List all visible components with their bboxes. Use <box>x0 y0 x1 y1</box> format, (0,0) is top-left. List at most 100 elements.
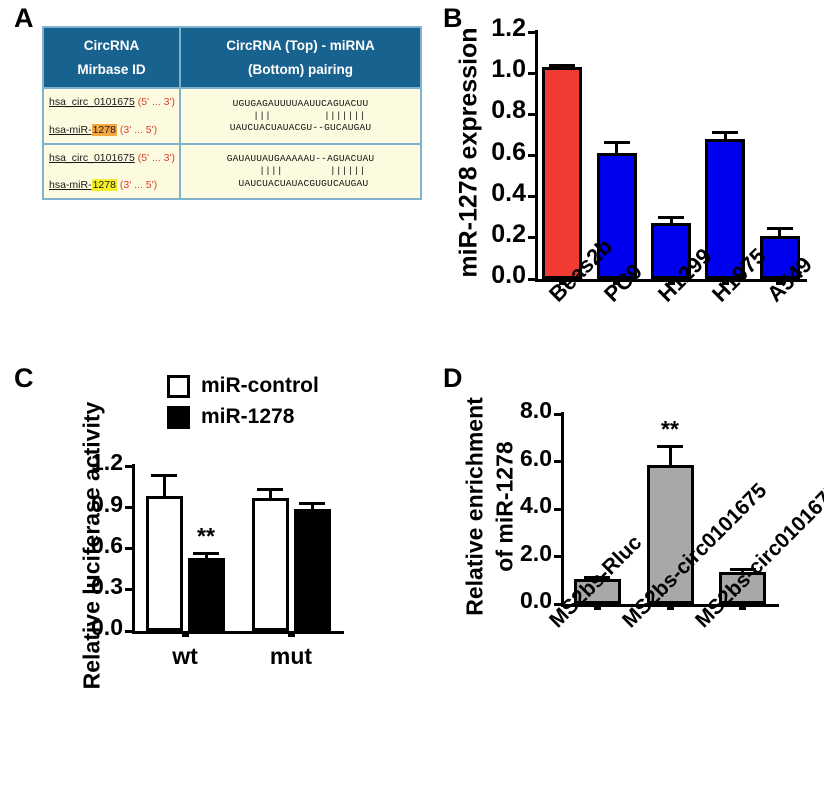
row1-mirna-id: hsa-miR-1278 (3' ... 5') <box>49 123 158 136</box>
y-axis-label: of miR-1278 <box>491 441 518 572</box>
bar <box>145 496 183 631</box>
x-axis-line <box>561 604 779 607</box>
bar <box>573 579 621 604</box>
panel-a-table-container: CircRNA Mirbase ID CircRNA (Top) - miRNA… <box>42 26 422 201</box>
y-axis-tick-label: 0.0 <box>491 261 526 289</box>
y-axis-tick <box>125 505 132 509</box>
error-bar-cap <box>257 488 283 491</box>
error-bar-cap <box>549 63 576 67</box>
y-axis-label: miR-1278 expression <box>454 27 483 278</box>
legend-item: miR-control <box>167 374 319 398</box>
row1-seq-pairing-bars: ||| ||||||| <box>235 109 366 121</box>
bar <box>705 139 746 279</box>
y-axis-tick <box>554 412 561 416</box>
y-axis-label: Relative luciferase activity <box>78 402 105 690</box>
table-row: hsa_circ_0101675 (5' ... 3') hsa-miR-127… <box>43 143 421 200</box>
y-axis-tick-label: 0.0 <box>91 614 123 641</box>
row2-seq-pairing-bars: |||| |||||| <box>235 165 366 177</box>
header-pairing-line1: CircRNA (Top) - miRNA <box>226 38 375 53</box>
y-axis-tick <box>528 154 535 157</box>
y-axis-tick <box>125 588 132 592</box>
chart-panel-d: 0.0 2.0 4.0 6.0 8.0 ** MS2bs-Rluc MS2bs-circ010… <box>443 372 824 792</box>
row2-mirna-id: hsa-miR-1278 (3' ... 5') <box>49 179 158 192</box>
row2-mirna-number-highlight: 1278 <box>91 179 117 192</box>
error-bar-cap <box>729 568 756 572</box>
x-axis-tick-label: mut <box>269 643 313 669</box>
header-circrna-line1: CircRNA <box>83 38 140 53</box>
row2-sequence-cell: GAUAUUAUGAAAAAU--AGUACUAU |||| |||||| UA… <box>180 143 421 200</box>
error-bar-cap <box>584 576 611 580</box>
x-axis-tick <box>739 607 747 610</box>
x-axis-line <box>132 631 344 634</box>
x-axis-tick <box>667 282 675 285</box>
y-axis-tick-label: 0.0 <box>520 587 552 614</box>
x-axis-tick <box>776 282 784 285</box>
error-bar-cap <box>712 130 739 134</box>
error-bar <box>778 226 782 236</box>
error-bar <box>268 488 272 498</box>
row2-id-cell: hsa_circ_0101675 (5' ... 3') hsa-miR-127… <box>43 143 181 200</box>
legend-swatch <box>167 405 190 429</box>
bar <box>646 465 694 604</box>
panel-letter-c: C <box>14 363 34 393</box>
error-bar-cap <box>657 444 683 448</box>
chart-panel-c: 0.0 0.3 0.6 0.9 1.2 ** wt mut Relative luciferas… <box>14 372 414 690</box>
y-axis-tick-label: 1.0 <box>491 55 526 84</box>
table-row: hsa_circ_0101675 (5' ... 3') hsa-miR-127… <box>43 88 421 144</box>
y-axis-tick <box>528 30 535 34</box>
error-bar <box>668 444 672 466</box>
x-axis-tick-label: wt <box>172 643 198 669</box>
error-bar-cap <box>766 226 793 230</box>
header-circrna-line2: Mirbase ID <box>77 61 146 77</box>
y-axis-tick <box>554 555 561 558</box>
table-header-row: CircRNA Mirbase ID CircRNA (Top) - miRNA… <box>43 27 421 89</box>
panel-letter-d: D <box>443 363 463 393</box>
y-axis-tick-label: 2.0 <box>520 539 552 566</box>
y-axis-tick-label: 0.8 <box>491 96 526 125</box>
y-axis-tick-label: 4.0 <box>520 492 552 519</box>
y-axis-tick <box>528 277 535 281</box>
y-axis-tick-label: 1.2 <box>491 14 526 42</box>
bar <box>187 558 225 631</box>
x-axis-line <box>535 279 807 282</box>
y-axis-line <box>561 412 564 607</box>
x-axis-tick-label: MS2bs-circ0101675 <box>618 478 772 633</box>
error-bar-cap <box>299 501 325 505</box>
error-bar-cap <box>151 474 177 478</box>
error-bar-cap <box>658 216 684 220</box>
error-bar <box>162 474 166 497</box>
bar <box>719 571 767 604</box>
x-axis-tick <box>287 634 295 637</box>
y-axis-tick-label: 0.2 <box>491 219 526 248</box>
row1-mirna-number-highlight: 1278 <box>91 123 117 136</box>
y-axis-tick <box>125 629 132 633</box>
bar <box>759 235 800 279</box>
header-circrna-mirbase-id: CircRNA Mirbase ID <box>43 27 181 89</box>
y-axis-label: Relative enrichment <box>461 397 488 616</box>
bar <box>542 66 583 279</box>
legend-swatch <box>167 374 190 398</box>
row2-seq-bottom: UAUCUACUAUACGUGUCAUGAU <box>232 177 369 189</box>
error-bar-cap <box>603 141 630 145</box>
y-axis-line <box>535 30 538 282</box>
y-axis-tick <box>125 547 132 550</box>
y-axis-tick <box>554 460 561 463</box>
legend-label: miR-control <box>201 374 319 397</box>
chart-panel-b: 0.0 0.2 0.4 0.6 0.8 1.0 1.2 Beas2b PC9 H1299 H1975… <box>443 14 824 344</box>
legend-item: miR-1278 <box>167 405 294 429</box>
error-bar <box>615 141 619 154</box>
row2-circrna-id: hsa_circ_0101675 (5' ... 3') <box>49 151 176 164</box>
x-axis-tick <box>181 634 189 637</box>
x-axis-tick <box>721 282 729 285</box>
y-axis-tick <box>554 507 561 511</box>
x-axis-tick <box>558 282 566 285</box>
header-pairing-line2: (Bottom) pairing <box>248 61 353 77</box>
error-bar-cap <box>193 551 219 555</box>
significance-marker: ** <box>197 522 215 549</box>
y-axis-tick <box>528 195 535 199</box>
y-axis-tick-label: 6.0 <box>520 444 552 471</box>
y-axis-tick-label: 0.6 <box>91 531 123 558</box>
bar <box>596 153 637 279</box>
bar <box>651 223 691 279</box>
y-axis-tick <box>528 236 535 240</box>
